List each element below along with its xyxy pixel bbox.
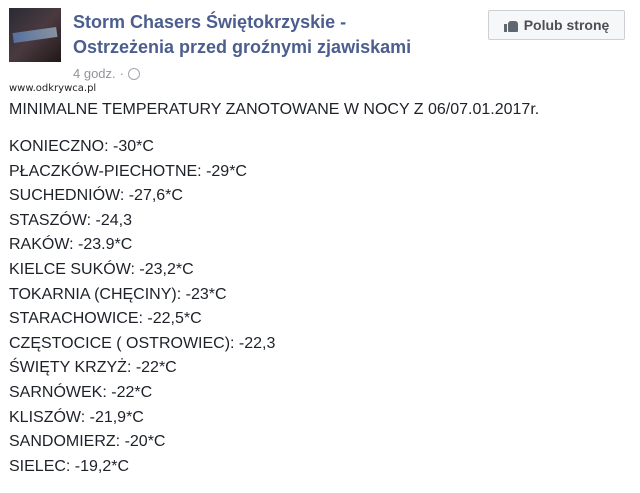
list-item: PŁACZKÓW-PIECHOTNE: -29*C <box>9 162 247 180</box>
list-item: STARACHOWICE: -22,5*C <box>9 310 202 328</box>
temperature-list: KONIECZNO: -30*C PŁACZKÓW-PIECHOTNE: -29… <box>9 135 275 479</box>
list-item: SIELEC: -19,2*C <box>9 457 130 475</box>
list-item: CZĘSTOCICE ( OSTROWIEC): -22,3 <box>9 334 276 352</box>
page-name-line2[interactable]: Ostrzeżenia przed groźnymi zjawiskami <box>73 37 412 57</box>
list-item: SANDOMIERZ: -20*C <box>9 433 166 451</box>
list-item: RAKÓW: -23.9*C <box>9 236 133 254</box>
list-item: KONIECZNO: -30*C <box>9 138 154 155</box>
thumbs-up-icon <box>503 19 518 32</box>
watermark: www.odkrywca.pl <box>9 83 97 94</box>
list-item: KLISZÓW: -21,9*C <box>9 408 144 426</box>
page-name-link[interactable]: Storm Chasers Świętokrzyskie - Ostrzeżen… <box>73 10 411 60</box>
post-time[interactable]: 4 godz. <box>73 66 116 81</box>
like-page-label: Polub stronę <box>523 17 610 33</box>
list-item: KIELCE SUKÓW: -23,2*C <box>9 260 194 278</box>
globe-icon <box>128 67 140 80</box>
page-avatar[interactable] <box>9 8 61 62</box>
post-heading: MINIMALNE TEMPERATURY ZANOTOWANE W NOCY … <box>9 101 540 118</box>
list-item: STASZÓW: -24,3 <box>9 211 132 229</box>
avatar-logo <box>12 26 58 44</box>
separator: · <box>119 66 124 81</box>
list-item: SUCHEDNIÓW: -27,6*C <box>9 187 183 205</box>
list-item: TOKARNIA (CHĘCINY): -23*C <box>9 285 227 303</box>
list-item: SARNÓWEK: -22*C <box>9 383 153 401</box>
post-meta: 4 godz. · <box>73 66 140 81</box>
like-page-button[interactable]: Polub stronę <box>488 10 625 40</box>
list-item: ŚWIĘTY KRZYŻ: -22*C <box>9 359 177 377</box>
page-name-line1[interactable]: Storm Chasers Świętokrzyskie - <box>73 12 347 32</box>
